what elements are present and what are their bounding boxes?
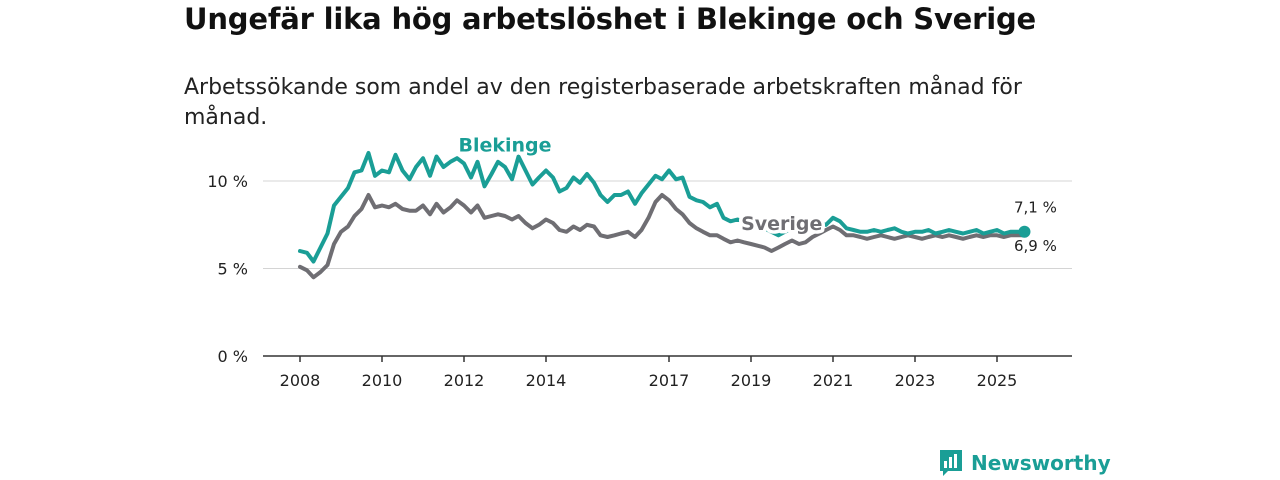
end-label-blekinge: 7,1 %	[1014, 199, 1057, 217]
end-dot-blekinge	[1018, 225, 1031, 238]
x-tick-label: 2017	[649, 371, 690, 390]
x-tick-label: 2008	[280, 371, 321, 390]
series-labels: Blekinge Sverige 7,1 % 6,9 %	[455, 131, 1059, 257]
chart-subtitle: Arbetssökande som andel av den registerb…	[184, 75, 1022, 130]
y-axis-ticks: 0 % 5 % 10 %	[207, 172, 248, 366]
series-line-sverige	[298, 193, 1027, 280]
x-tick-label: 2025	[977, 371, 1018, 390]
newsworthy-logo: Newsworthy	[938, 448, 1111, 478]
x-tick-label: 2010	[362, 371, 403, 390]
chart-title: Ungefär lika hög arbetslöshet i Blekinge…	[184, 2, 1037, 36]
end-label-sverige: 6,9 %	[1014, 237, 1057, 255]
y-tick-label: 0 %	[218, 347, 248, 366]
series-lines	[298, 151, 1031, 280]
x-tick-label: 2019	[731, 371, 772, 390]
series-line-blekinge	[298, 151, 1027, 264]
inline-label-sverige: Sverige	[741, 213, 822, 235]
x-tick-label: 2021	[813, 371, 854, 390]
gridlines	[263, 180, 1072, 357]
inline-label-blekinge: Blekinge	[458, 134, 551, 156]
brand-name: Newsworthy	[971, 451, 1111, 475]
x-tick-label: 2023	[895, 371, 936, 390]
x-tick-label: 2012	[444, 371, 485, 390]
x-axis-ticks: 2008 2010 2012 2014 2017 2019 2021 2023 2025	[280, 356, 1018, 390]
newsworthy-logo-icon	[940, 450, 962, 476]
y-tick-label: 5 %	[218, 260, 248, 279]
y-tick-label: 10 %	[207, 172, 248, 191]
x-tick-label: 2014	[526, 371, 567, 390]
